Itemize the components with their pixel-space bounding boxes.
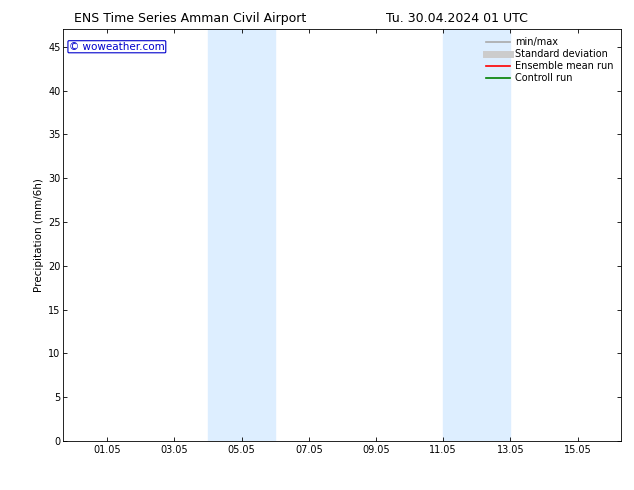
Bar	[208, 29, 275, 441]
Text: ENS Time Series Amman Civil Airport: ENS Time Series Amman Civil Airport	[74, 12, 306, 25]
Text: © woweather.com: © woweather.com	[69, 42, 165, 52]
Bar	[443, 29, 510, 441]
Legend: min/max, Standard deviation, Ensemble mean run, Controll run: min/max, Standard deviation, Ensemble me…	[483, 34, 616, 86]
Y-axis label: Precipitation (mm/6h): Precipitation (mm/6h)	[34, 178, 44, 292]
Text: Tu. 30.04.2024 01 UTC: Tu. 30.04.2024 01 UTC	[385, 12, 527, 25]
